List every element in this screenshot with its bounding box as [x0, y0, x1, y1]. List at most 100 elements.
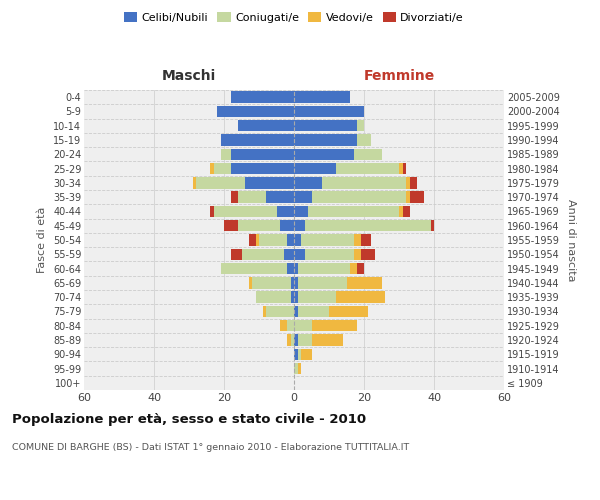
- Bar: [294, 263, 298, 274]
- Bar: [266, 306, 294, 317]
- Bar: [294, 177, 322, 188]
- Bar: [298, 348, 301, 360]
- Bar: [403, 206, 409, 217]
- Bar: [406, 177, 409, 188]
- Bar: [406, 192, 409, 203]
- Bar: [298, 306, 329, 317]
- Bar: [294, 163, 336, 174]
- Bar: [290, 334, 294, 345]
- Bar: [294, 148, 353, 160]
- Bar: [336, 292, 385, 303]
- Bar: [298, 277, 347, 288]
- Bar: [357, 120, 364, 132]
- Bar: [294, 106, 364, 117]
- Bar: [280, 320, 287, 332]
- Bar: [241, 248, 284, 260]
- Text: Maschi: Maschi: [162, 68, 216, 82]
- Bar: [298, 334, 311, 345]
- Bar: [196, 177, 245, 188]
- Bar: [294, 234, 301, 246]
- Bar: [294, 277, 298, 288]
- Y-axis label: Fasce di età: Fasce di età: [37, 207, 47, 273]
- Bar: [294, 120, 357, 132]
- Bar: [231, 148, 294, 160]
- Text: Femmine: Femmine: [364, 68, 434, 82]
- Bar: [305, 248, 353, 260]
- Bar: [409, 177, 416, 188]
- Bar: [294, 306, 298, 317]
- Bar: [361, 234, 371, 246]
- Bar: [361, 248, 374, 260]
- Text: COMUNE DI BARGHE (BS) - Dati ISTAT 1° gennaio 2010 - Elaborazione TUTTITALIA.IT: COMUNE DI BARGHE (BS) - Dati ISTAT 1° ge…: [12, 442, 409, 452]
- Bar: [294, 92, 350, 103]
- Bar: [224, 220, 238, 232]
- Bar: [294, 292, 298, 303]
- Bar: [231, 92, 294, 103]
- Bar: [284, 248, 294, 260]
- Bar: [294, 334, 298, 345]
- Bar: [399, 206, 403, 217]
- Bar: [322, 177, 406, 188]
- Bar: [231, 192, 238, 203]
- Bar: [294, 220, 305, 232]
- Bar: [353, 248, 361, 260]
- Bar: [214, 206, 277, 217]
- Bar: [298, 363, 301, 374]
- Bar: [294, 192, 311, 203]
- Bar: [301, 234, 353, 246]
- Bar: [357, 134, 371, 145]
- Text: Popolazione per età, sesso e stato civile - 2010: Popolazione per età, sesso e stato civil…: [12, 412, 366, 426]
- Bar: [238, 192, 266, 203]
- Bar: [311, 192, 406, 203]
- Bar: [221, 263, 287, 274]
- Legend: Celibi/Nubili, Coniugati/e, Vedovi/e, Divorziati/e: Celibi/Nubili, Coniugati/e, Vedovi/e, Di…: [119, 8, 469, 28]
- Bar: [308, 206, 399, 217]
- Bar: [231, 248, 241, 260]
- Bar: [287, 320, 294, 332]
- Bar: [221, 134, 294, 145]
- Bar: [290, 292, 294, 303]
- Bar: [311, 334, 343, 345]
- Bar: [287, 334, 290, 345]
- Bar: [193, 177, 196, 188]
- Bar: [287, 234, 294, 246]
- Bar: [217, 106, 294, 117]
- Bar: [238, 120, 294, 132]
- Bar: [305, 220, 431, 232]
- Bar: [280, 220, 294, 232]
- Bar: [294, 348, 298, 360]
- Bar: [357, 263, 364, 274]
- Bar: [266, 192, 294, 203]
- Bar: [245, 177, 294, 188]
- Bar: [259, 234, 287, 246]
- Bar: [350, 263, 357, 274]
- Bar: [329, 306, 367, 317]
- Bar: [252, 277, 290, 288]
- Bar: [403, 163, 406, 174]
- Bar: [221, 148, 231, 160]
- Bar: [256, 234, 259, 246]
- Y-axis label: Anni di nascita: Anni di nascita: [566, 198, 577, 281]
- Bar: [311, 320, 357, 332]
- Bar: [353, 234, 361, 246]
- Bar: [347, 277, 382, 288]
- Bar: [210, 163, 214, 174]
- Bar: [231, 163, 294, 174]
- Bar: [294, 363, 298, 374]
- Bar: [301, 348, 311, 360]
- Bar: [409, 192, 424, 203]
- Bar: [214, 163, 231, 174]
- Bar: [290, 277, 294, 288]
- Bar: [248, 277, 252, 288]
- Bar: [294, 320, 311, 332]
- Bar: [277, 206, 294, 217]
- Bar: [298, 263, 350, 274]
- Bar: [298, 292, 336, 303]
- Bar: [336, 163, 399, 174]
- Bar: [399, 163, 403, 174]
- Bar: [248, 234, 256, 246]
- Bar: [294, 206, 308, 217]
- Bar: [263, 306, 266, 317]
- Bar: [238, 220, 280, 232]
- Bar: [210, 206, 214, 217]
